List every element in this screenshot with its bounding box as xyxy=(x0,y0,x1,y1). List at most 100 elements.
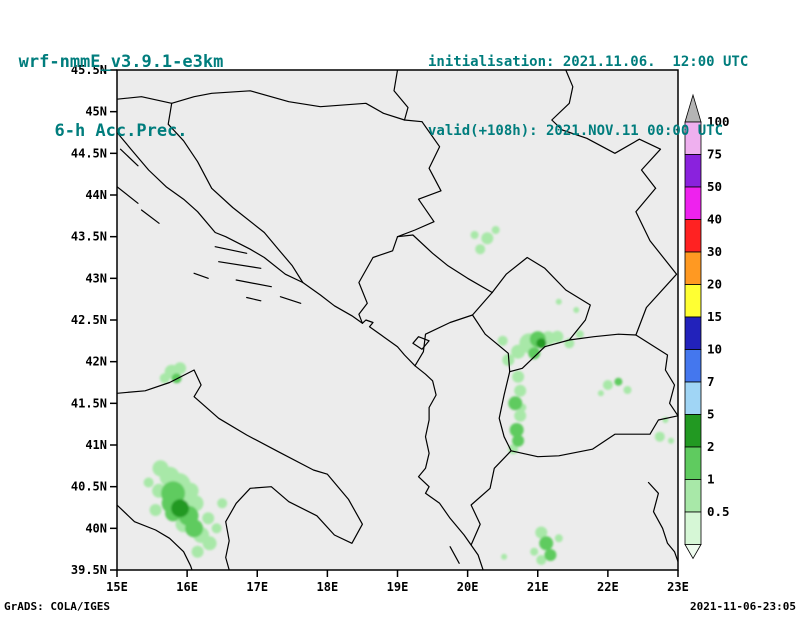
lat-tick-label: 45.5N xyxy=(71,63,107,77)
border-path xyxy=(510,415,678,458)
precip-cell xyxy=(481,232,494,245)
precip-cell xyxy=(143,477,154,488)
border-path xyxy=(393,70,409,121)
legend-value-label: 20 xyxy=(707,277,722,292)
coastline-path xyxy=(647,481,678,563)
legend-value-label: 50 xyxy=(707,179,722,194)
precip-cell xyxy=(551,330,564,343)
precip-cell xyxy=(555,298,562,305)
precip-cell xyxy=(470,231,479,239)
island-path xyxy=(119,148,139,167)
precip-cell xyxy=(535,526,548,539)
valid-time: valid(+108h): 2021.NOV.11 00:00 UTC xyxy=(428,123,724,139)
lon-tick-label: 23E xyxy=(667,580,689,594)
legend-swatch xyxy=(684,349,702,383)
map-background xyxy=(117,70,678,570)
border-path xyxy=(358,236,399,324)
precip-cell xyxy=(509,423,524,437)
coastline-path xyxy=(117,131,484,570)
precip-cell xyxy=(501,553,508,560)
border-path xyxy=(568,333,637,341)
legend-swatch xyxy=(684,284,702,318)
model-title-block: wrf-nmmE_v3.9.1-e3km 6-h Acc.Prec. xyxy=(8,5,234,189)
legend-value-label: 75 xyxy=(707,147,722,162)
legend-value-label: 5 xyxy=(707,407,715,422)
legend-value-label: 1 xyxy=(707,472,715,487)
legend-value-label: 40 xyxy=(707,212,722,227)
precip-cell xyxy=(602,380,613,390)
legend-swatch xyxy=(684,446,702,480)
lon-tick-label: 19E xyxy=(387,580,409,594)
legend-swatch xyxy=(684,479,702,513)
legend-value-label: 2 xyxy=(707,439,715,454)
border-path xyxy=(635,187,678,336)
lat-tick-label: 44.5N xyxy=(71,146,107,160)
precip-cell xyxy=(511,344,526,359)
precip-cell xyxy=(575,330,584,339)
island-path xyxy=(140,209,160,224)
grads-credit: GrADS: COLA/IGES xyxy=(4,600,110,613)
island-path xyxy=(214,246,248,254)
lon-tick-label: 21E xyxy=(527,580,549,594)
lon-tick-label: 17E xyxy=(246,580,268,594)
precip-cell xyxy=(554,534,563,543)
border-path xyxy=(167,102,304,284)
precip-cell xyxy=(185,519,204,538)
island-path xyxy=(412,336,430,350)
lat-tick-label: 41.5N xyxy=(71,396,107,410)
precip-cell xyxy=(544,549,557,561)
legend-value-label: 7 xyxy=(707,374,715,389)
precip-cell xyxy=(491,226,500,234)
legend-swatch xyxy=(684,316,702,350)
lat-tick-label: 41N xyxy=(85,438,107,452)
legend-swatch xyxy=(684,251,702,285)
border-path xyxy=(396,234,493,294)
precip-cell xyxy=(530,547,539,556)
precip-cell xyxy=(623,386,632,394)
run-info-block: initialisation: 2021.11.06. 12:00 UTC va… xyxy=(428,5,748,189)
precip-cell xyxy=(514,409,527,422)
product-name: 6-h Acc.Prec. xyxy=(54,121,188,141)
lon-tick-label: 22E xyxy=(597,580,619,594)
border-path xyxy=(396,121,442,238)
legend-value-label: 100 xyxy=(707,114,730,129)
island-path xyxy=(279,296,302,304)
legend-swatch xyxy=(684,381,702,415)
legend-value-label: 0.5 xyxy=(707,504,730,519)
lat-tick-label: 44N xyxy=(85,188,107,202)
precip-cell xyxy=(573,307,580,313)
island-path xyxy=(246,296,262,302)
lat-tick-label: 42.5N xyxy=(71,313,107,327)
precip-cell xyxy=(512,370,525,383)
precip-cell xyxy=(614,377,623,386)
precip-cell xyxy=(217,498,228,509)
coastline-path xyxy=(117,369,363,570)
precip-cell xyxy=(497,335,508,346)
border-path xyxy=(551,70,662,189)
legend-swatch xyxy=(684,511,702,545)
precip-cell xyxy=(528,347,541,360)
lat-tick-label: 43.5N xyxy=(71,230,107,244)
legend-value-label: 30 xyxy=(707,244,722,259)
creation-timestamp: 2021-11-06-23:05 xyxy=(690,600,796,613)
lat-tick-label: 40.5N xyxy=(71,480,107,494)
precip-cell xyxy=(202,512,215,525)
legend-value-label: 15 xyxy=(707,309,722,324)
island-path xyxy=(218,261,262,269)
lat-tick-label: 40N xyxy=(85,521,107,535)
island-path xyxy=(235,279,272,288)
legend-swatch xyxy=(684,219,702,253)
border-path xyxy=(635,334,678,417)
border-path xyxy=(414,314,474,367)
precip-cell xyxy=(536,338,547,349)
precip-cell xyxy=(159,373,170,384)
precip-cell xyxy=(191,545,204,558)
precip-cell xyxy=(211,523,222,534)
precip-cell xyxy=(174,362,187,375)
precip-cell xyxy=(654,431,665,442)
lon-tick-label: 16E xyxy=(176,580,198,594)
precip-cell xyxy=(508,396,523,411)
lat-tick-label: 42N xyxy=(85,355,107,369)
legend-underflow-arrow xyxy=(684,544,702,560)
